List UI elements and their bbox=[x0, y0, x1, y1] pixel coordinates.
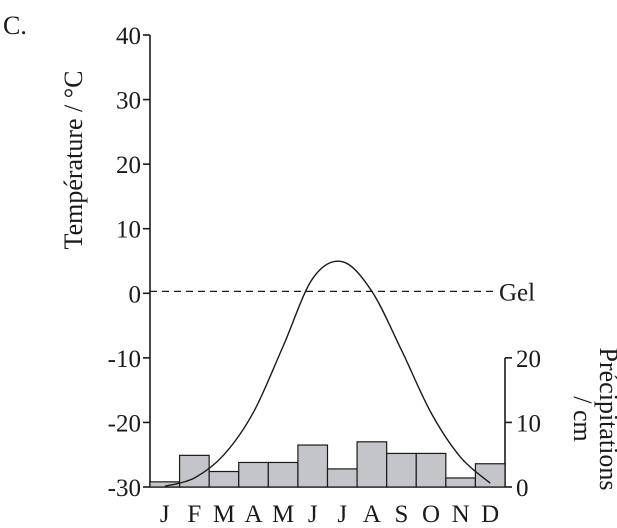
month-label: J bbox=[308, 501, 318, 528]
precipitation-tick-label: 20 bbox=[516, 346, 541, 373]
temperature-curve bbox=[164, 260, 491, 488]
temperature-axis: 40 30 20 10 0 -10 -20 -30 bbox=[108, 23, 151, 502]
month-label: A bbox=[363, 501, 381, 528]
precipitation-bar bbox=[415, 452, 447, 488]
panel-label: C. bbox=[3, 11, 27, 40]
frost-label: Gel bbox=[499, 279, 535, 306]
temperature-tick-label: 20 bbox=[116, 152, 141, 179]
precipitation-bars bbox=[149, 441, 506, 488]
month-label: J bbox=[160, 501, 170, 528]
y2-axis-label: Précipitations/ cm bbox=[568, 348, 617, 491]
y2-label-line-2: / cm bbox=[568, 396, 597, 442]
temperature-tick-label: 10 bbox=[116, 217, 141, 244]
month-label: J bbox=[337, 501, 347, 528]
precipitation-axis: 20 10 0 bbox=[504, 346, 541, 502]
precipitation-tick-label: 0 bbox=[516, 475, 529, 502]
precipitation-bar bbox=[238, 461, 269, 488]
month-label: M bbox=[213, 501, 235, 528]
precipitation-bar bbox=[356, 441, 388, 488]
precipitation-tick-label: 10 bbox=[516, 410, 541, 437]
temperature-tick-label: -20 bbox=[108, 410, 141, 437]
temperature-tick-label: 40 bbox=[116, 23, 141, 50]
temperature-line bbox=[164, 260, 491, 488]
month-label: S bbox=[395, 501, 409, 528]
temperature-tick-label: -10 bbox=[108, 346, 141, 373]
month-label: M bbox=[272, 501, 294, 528]
month-label: A bbox=[245, 501, 263, 528]
precipitation-bar bbox=[267, 461, 299, 488]
month-label: O bbox=[422, 501, 440, 528]
precipitation-bar bbox=[326, 468, 358, 488]
precipitation-bar bbox=[386, 452, 417, 488]
month-label: N bbox=[452, 501, 470, 528]
month-label: F bbox=[187, 501, 201, 528]
precipitation-bar bbox=[208, 470, 240, 488]
month-label: D bbox=[481, 501, 499, 528]
precipitation-bar bbox=[445, 477, 477, 488]
temperature-tick-label: 30 bbox=[116, 88, 141, 115]
precipitation-bar bbox=[297, 444, 329, 488]
y-axis-label: Température / °C bbox=[59, 71, 88, 250]
y2-label-line-1: Précipitations bbox=[594, 348, 617, 491]
temperature-tick-label: 0 bbox=[129, 281, 142, 308]
temperature-tick-label: -30 bbox=[108, 475, 141, 502]
precipitation-bar bbox=[474, 463, 506, 488]
frost-line: Gel bbox=[150, 279, 535, 306]
